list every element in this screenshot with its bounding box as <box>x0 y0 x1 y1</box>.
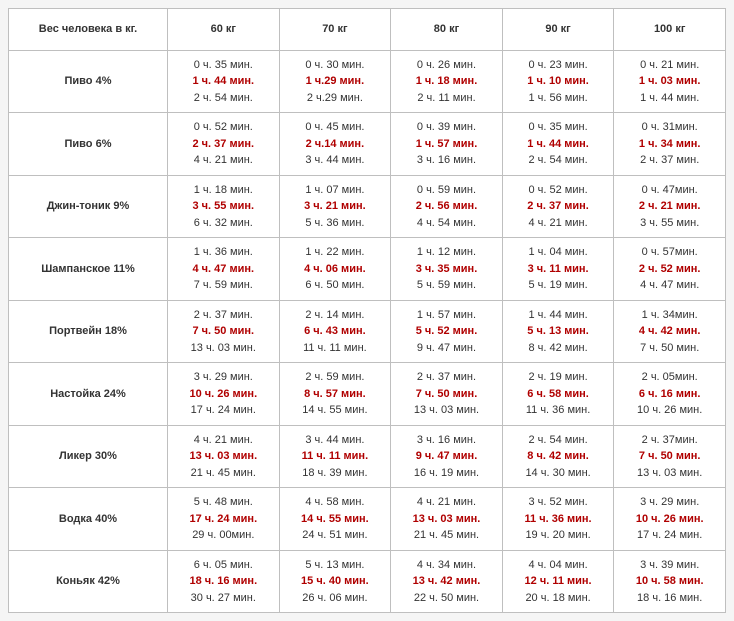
table-row: Шампанское 11%1 ч. 36 мин.4 ч. 47 мин.7 … <box>9 238 726 301</box>
time-cell: 4 ч. 21 мин.13 ч. 03 мин.21 ч. 45 мин. <box>168 425 280 488</box>
time-cell: 6 ч. 05 мин.18 ч. 16 мин.30 ч. 27 мин. <box>168 550 280 613</box>
table-row: Пиво 4%0 ч. 35 мин.1 ч. 44 мин.2 ч. 54 м… <box>9 50 726 113</box>
time-cell: 3 ч. 39 мин.10 ч. 58 мин.18 ч. 16 мин. <box>614 550 726 613</box>
table-row: Портвейн 18%2 ч. 37 мин.7 ч. 50 мин.13 ч… <box>9 300 726 363</box>
time-cell: 2 ч. 19 мин.6 ч. 58 мин.11 ч. 36 мин. <box>502 363 614 426</box>
time-cell: 1 ч. 57 мин.5 ч. 52 мин.9 ч. 47 мин. <box>391 300 503 363</box>
time-cell: 3 ч. 16 мин.9 ч. 47 мин.16 ч. 19 мин. <box>391 425 503 488</box>
time-cell: 3 ч. 29 мин.10 ч. 26 мин.17 ч. 24 мин. <box>168 363 280 426</box>
drink-name: Пиво 4% <box>9 50 168 113</box>
time-cell: 5 ч. 48 мин.17 ч. 24 мин.29 ч. 00мин. <box>168 488 280 551</box>
time-cell: 2 ч. 37 мин.7 ч. 50 мин.13 ч. 03 мин. <box>391 363 503 426</box>
drink-name: Портвейн 18% <box>9 300 168 363</box>
time-cell: 0 ч. 35 мин.1 ч. 44 мин.2 ч. 54 мин. <box>502 113 614 176</box>
time-cell: 2 ч. 05мин.6 ч. 16 мин.10 ч. 26 мин. <box>614 363 726 426</box>
drink-name: Водка 40% <box>9 488 168 551</box>
header-weight-90: 90 кг <box>502 9 614 51</box>
time-cell: 0 ч. 52 мин.2 ч. 37 мин.4 ч. 21 мин. <box>502 175 614 238</box>
table-row: Настойка 24%3 ч. 29 мин.10 ч. 26 мин.17 … <box>9 363 726 426</box>
drink-name: Пиво 6% <box>9 113 168 176</box>
time-cell: 1 ч. 18 мин.3 ч. 55 мин.6 ч. 32 мин. <box>168 175 280 238</box>
time-cell: 4 ч. 21 мин.13 ч. 03 мин.21 ч. 45 мин. <box>391 488 503 551</box>
time-cell: 0 ч. 52 мин.2 ч. 37 мин.4 ч. 21 мин. <box>168 113 280 176</box>
time-cell: 1 ч. 34мин.4 ч. 42 мин.7 ч. 50 мин. <box>614 300 726 363</box>
time-cell: 0 ч. 57мин.2 ч. 52 мин.4 ч. 47 мин. <box>614 238 726 301</box>
header-row: Вес человека в кг. 60 кг 70 кг 80 кг 90 … <box>9 9 726 51</box>
time-cell: 2 ч. 54 мин.8 ч. 42 мин.14 ч. 30 мин. <box>502 425 614 488</box>
table-row: Джин-тоник 9%1 ч. 18 мин.3 ч. 55 мин.6 ч… <box>9 175 726 238</box>
time-cell: 2 ч. 59 мин.8 ч. 57 мин.14 ч. 55 мин. <box>279 363 391 426</box>
time-cell: 4 ч. 58 мин.14 ч. 55 мин.24 ч. 51 мин. <box>279 488 391 551</box>
header-weight-60: 60 кг <box>168 9 280 51</box>
time-cell: 2 ч. 14 мин.6 ч. 43 мин.11 ч. 11 мин. <box>279 300 391 363</box>
drink-name: Шампанское 11% <box>9 238 168 301</box>
time-cell: 1 ч. 12 мин.3 ч. 35 мин.5 ч. 59 мин. <box>391 238 503 301</box>
time-cell: 3 ч. 29 мин.10 ч. 26 мин.17 ч. 24 мин. <box>614 488 726 551</box>
time-cell: 3 ч. 44 мин.11 ч. 11 мин.18 ч. 39 мин. <box>279 425 391 488</box>
time-cell: 3 ч. 52 мин.11 ч. 36 мин.19 ч. 20 мин. <box>502 488 614 551</box>
table-row: Водка 40%5 ч. 48 мин.17 ч. 24 мин.29 ч. … <box>9 488 726 551</box>
header-weight-70: 70 кг <box>279 9 391 51</box>
time-cell: 0 ч. 26 мин.1 ч. 18 мин.2 ч. 11 мин. <box>391 50 503 113</box>
time-cell: 0 ч. 35 мин.1 ч. 44 мин.2 ч. 54 мин. <box>168 50 280 113</box>
drink-name: Коньяк 42% <box>9 550 168 613</box>
drink-name: Джин-тоник 9% <box>9 175 168 238</box>
time-cell: 1 ч. 22 мин.4 ч. 06 мин.6 ч. 50 мин. <box>279 238 391 301</box>
time-cell: 0 ч. 47мин.2 ч. 21 мин.3 ч. 55 мин. <box>614 175 726 238</box>
time-cell: 1 ч. 07 мин.3 ч. 21 мин.5 ч. 36 мин. <box>279 175 391 238</box>
header-weight-100: 100 кг <box>614 9 726 51</box>
time-cell: 5 ч. 13 мин.15 ч. 40 мин.26 ч. 06 мин. <box>279 550 391 613</box>
table-row: Ликер 30%4 ч. 21 мин.13 ч. 03 мин.21 ч. … <box>9 425 726 488</box>
table-row: Пиво 6%0 ч. 52 мин.2 ч. 37 мин.4 ч. 21 м… <box>9 113 726 176</box>
drink-name: Ликер 30% <box>9 425 168 488</box>
time-cell: 2 ч. 37мин.7 ч. 50 мин.13 ч. 03 мин. <box>614 425 726 488</box>
time-cell: 0 ч. 39 мин.1 ч. 57 мин.3 ч. 16 мин. <box>391 113 503 176</box>
table-row: Коньяк 42%6 ч. 05 мин.18 ч. 16 мин.30 ч.… <box>9 550 726 613</box>
time-cell: 1 ч. 44 мин.5 ч. 13 мин.8 ч. 42 мин. <box>502 300 614 363</box>
time-cell: 0 ч. 30 мин.1 ч.29 мин.2 ч.29 мин. <box>279 50 391 113</box>
time-cell: 0 ч. 21 мин.1 ч. 03 мин.1 ч. 44 мин. <box>614 50 726 113</box>
time-cell: 4 ч. 04 мин.12 ч. 11 мин.20 ч. 18 мин. <box>502 550 614 613</box>
time-cell: 2 ч. 37 мин.7 ч. 50 мин.13 ч. 03 мин. <box>168 300 280 363</box>
alcohol-time-table: Вес человека в кг. 60 кг 70 кг 80 кг 90 … <box>8 8 726 613</box>
time-cell: 0 ч. 45 мин.2 ч.14 мин.3 ч. 44 мин. <box>279 113 391 176</box>
time-cell: 1 ч. 04 мин.3 ч. 11 мин.5 ч. 19 мин. <box>502 238 614 301</box>
time-cell: 0 ч. 59 мин.2 ч. 56 мин.4 ч. 54 мин. <box>391 175 503 238</box>
time-cell: 1 ч. 36 мин.4 ч. 47 мин.7 ч. 59 мин. <box>168 238 280 301</box>
time-cell: 4 ч. 34 мин.13 ч. 42 мин.22 ч. 50 мин. <box>391 550 503 613</box>
header-weight-title: Вес человека в кг. <box>9 9 168 51</box>
time-cell: 0 ч. 31мин.1 ч. 34 мин.2 ч. 37 мин. <box>614 113 726 176</box>
header-weight-80: 80 кг <box>391 9 503 51</box>
drink-name: Настойка 24% <box>9 363 168 426</box>
time-cell: 0 ч. 23 мин.1 ч. 10 мин.1 ч. 56 мин. <box>502 50 614 113</box>
